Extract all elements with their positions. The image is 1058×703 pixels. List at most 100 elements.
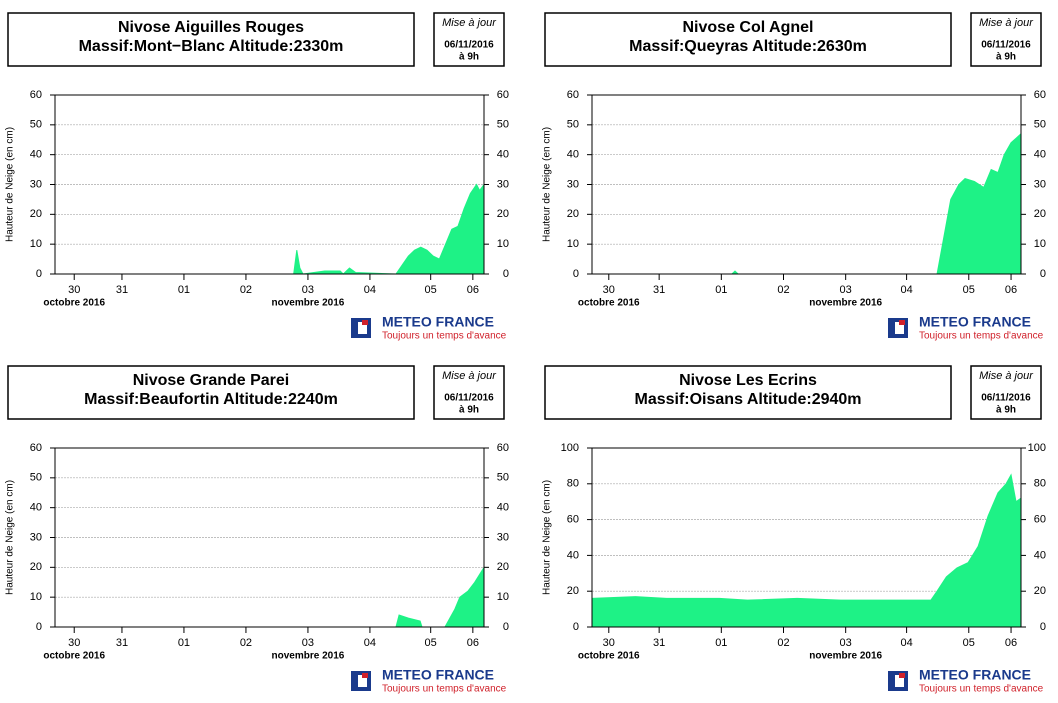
y-tick-label: 50: [30, 119, 42, 131]
x-tick-label: 03: [840, 284, 852, 296]
logo-icon-red: [899, 673, 905, 678]
update-date: 06/11/2016: [981, 393, 1031, 404]
title: Nivose Grande Parei: [133, 372, 290, 389]
y2-tick-label: 0: [503, 268, 509, 280]
update-box: [433, 12, 505, 67]
x-tick-label: 04: [364, 637, 376, 649]
y2-tick-label: 60: [497, 442, 509, 454]
y2-tick-label: 20: [1034, 208, 1046, 220]
y2-tick-label: 0: [1040, 621, 1046, 633]
y2-tick-label: 80: [1034, 478, 1046, 490]
x-tick-label: 05: [425, 637, 437, 649]
subtitle: Massif:Beaufortin Altitude:2240m: [84, 391, 338, 408]
x-tick-label: 30: [68, 284, 80, 296]
update-time: à 9h: [459, 405, 479, 416]
update-time: à 9h: [996, 52, 1016, 63]
y-axis-label: Hauteur de Neige (en cm): [5, 480, 16, 595]
y-tick-label: 60: [567, 89, 579, 101]
update-label: Mise à jour: [979, 17, 1034, 29]
x-tick-label: 06: [467, 284, 479, 296]
y-axis-label: Hauteur de Neige (en cm): [542, 480, 553, 595]
month-label: novembre 2016: [809, 651, 882, 662]
x-tick-label: 31: [116, 284, 128, 296]
title: Nivose Col Agnel: [683, 19, 814, 36]
y2-tick-label: 60: [1034, 89, 1046, 101]
logo-icon-inner: [895, 322, 904, 334]
x-tick-label: 03: [302, 637, 314, 649]
y2-tick-label: 50: [497, 119, 509, 131]
y-axis-label: Hauteur de Neige (en cm): [5, 127, 16, 242]
logo-tagline: Toujours un temps d'avance: [382, 684, 507, 695]
x-tick-label: 03: [302, 284, 314, 296]
y-tick-label: 40: [567, 549, 579, 561]
update-box: [970, 365, 1042, 420]
month-label: octobre 2016: [578, 298, 640, 309]
month-label: octobre 2016: [43, 298, 105, 309]
x-tick-label: 01: [178, 637, 190, 649]
logo-tagline: Toujours un temps d'avance: [919, 684, 1044, 695]
update-time: à 9h: [996, 405, 1016, 416]
y-tick-label: 30: [30, 178, 42, 190]
logo-icon-red: [899, 320, 905, 325]
y-tick-label: 40: [30, 149, 42, 161]
update-date: 06/11/2016: [444, 393, 494, 404]
plot-frame: [591, 94, 1022, 275]
y2-tick-label: 10: [1034, 238, 1046, 250]
y-tick-label: 100: [561, 442, 579, 454]
subtitle: Massif:Queyras Altitude:2630m: [629, 38, 867, 55]
logo-name: METEO FRANCE: [382, 667, 494, 683]
y2-tick-label: 30: [497, 178, 509, 190]
y-tick-label: 0: [36, 268, 42, 280]
month-label: octobre 2016: [578, 651, 640, 662]
y2-tick-label: 50: [497, 472, 509, 484]
y-tick-label: 20: [567, 585, 579, 597]
snow-area: [591, 473, 1022, 628]
x-tick-label: 02: [777, 637, 789, 649]
y2-tick-label: 20: [497, 208, 509, 220]
snow-area: [55, 182, 485, 275]
y-tick-label: 60: [567, 514, 579, 526]
month-label: novembre 2016: [272, 651, 345, 662]
x-tick-label: 02: [240, 637, 252, 649]
logo-icon-inner: [895, 675, 904, 687]
update-label: Mise à jour: [979, 370, 1034, 382]
x-tick-label: 02: [777, 284, 789, 296]
update-time: à 9h: [459, 52, 479, 63]
x-tick-label: 01: [715, 284, 727, 296]
y2-tick-label: 0: [1040, 268, 1046, 280]
y2-tick-label: 40: [1034, 149, 1046, 161]
y-tick-label: 50: [30, 472, 42, 484]
x-tick-label: 02: [240, 284, 252, 296]
y-axis-label: Hauteur de Neige (en cm): [542, 127, 553, 242]
y-tick-label: 0: [573, 621, 579, 633]
update-date: 06/11/2016: [981, 40, 1031, 51]
x-tick-label: 04: [900, 637, 912, 649]
x-tick-label: 30: [603, 284, 615, 296]
update-date: 06/11/2016: [444, 40, 494, 51]
y2-tick-label: 40: [497, 149, 509, 161]
logo-icon-inner: [358, 675, 367, 687]
subtitle: Massif:Mont−Blanc Altitude:2330m: [79, 38, 344, 55]
x-tick-label: 30: [68, 637, 80, 649]
y2-tick-label: 10: [497, 591, 509, 603]
x-tick-label: 05: [963, 637, 975, 649]
title: Nivose Aiguilles Rouges: [118, 19, 304, 36]
snow-area: [55, 565, 485, 628]
title: Nivose Les Ecrins: [679, 372, 817, 389]
x-tick-label: 06: [1005, 284, 1017, 296]
y2-tick-label: 0: [503, 621, 509, 633]
y-tick-label: 60: [30, 442, 42, 454]
y-tick-label: 10: [30, 238, 42, 250]
x-tick-label: 04: [900, 284, 912, 296]
snow-area: [592, 132, 1022, 275]
y2-tick-label: 100: [1028, 442, 1046, 454]
y2-tick-label: 40: [497, 502, 509, 514]
x-tick-label: 30: [603, 637, 615, 649]
y2-tick-label: 30: [1034, 178, 1046, 190]
y-tick-label: 40: [567, 149, 579, 161]
title-box: [7, 365, 415, 420]
logo-tagline: Toujours un temps d'avance: [382, 331, 507, 342]
y2-tick-label: 20: [497, 561, 509, 573]
plot-frame: [591, 447, 1022, 628]
